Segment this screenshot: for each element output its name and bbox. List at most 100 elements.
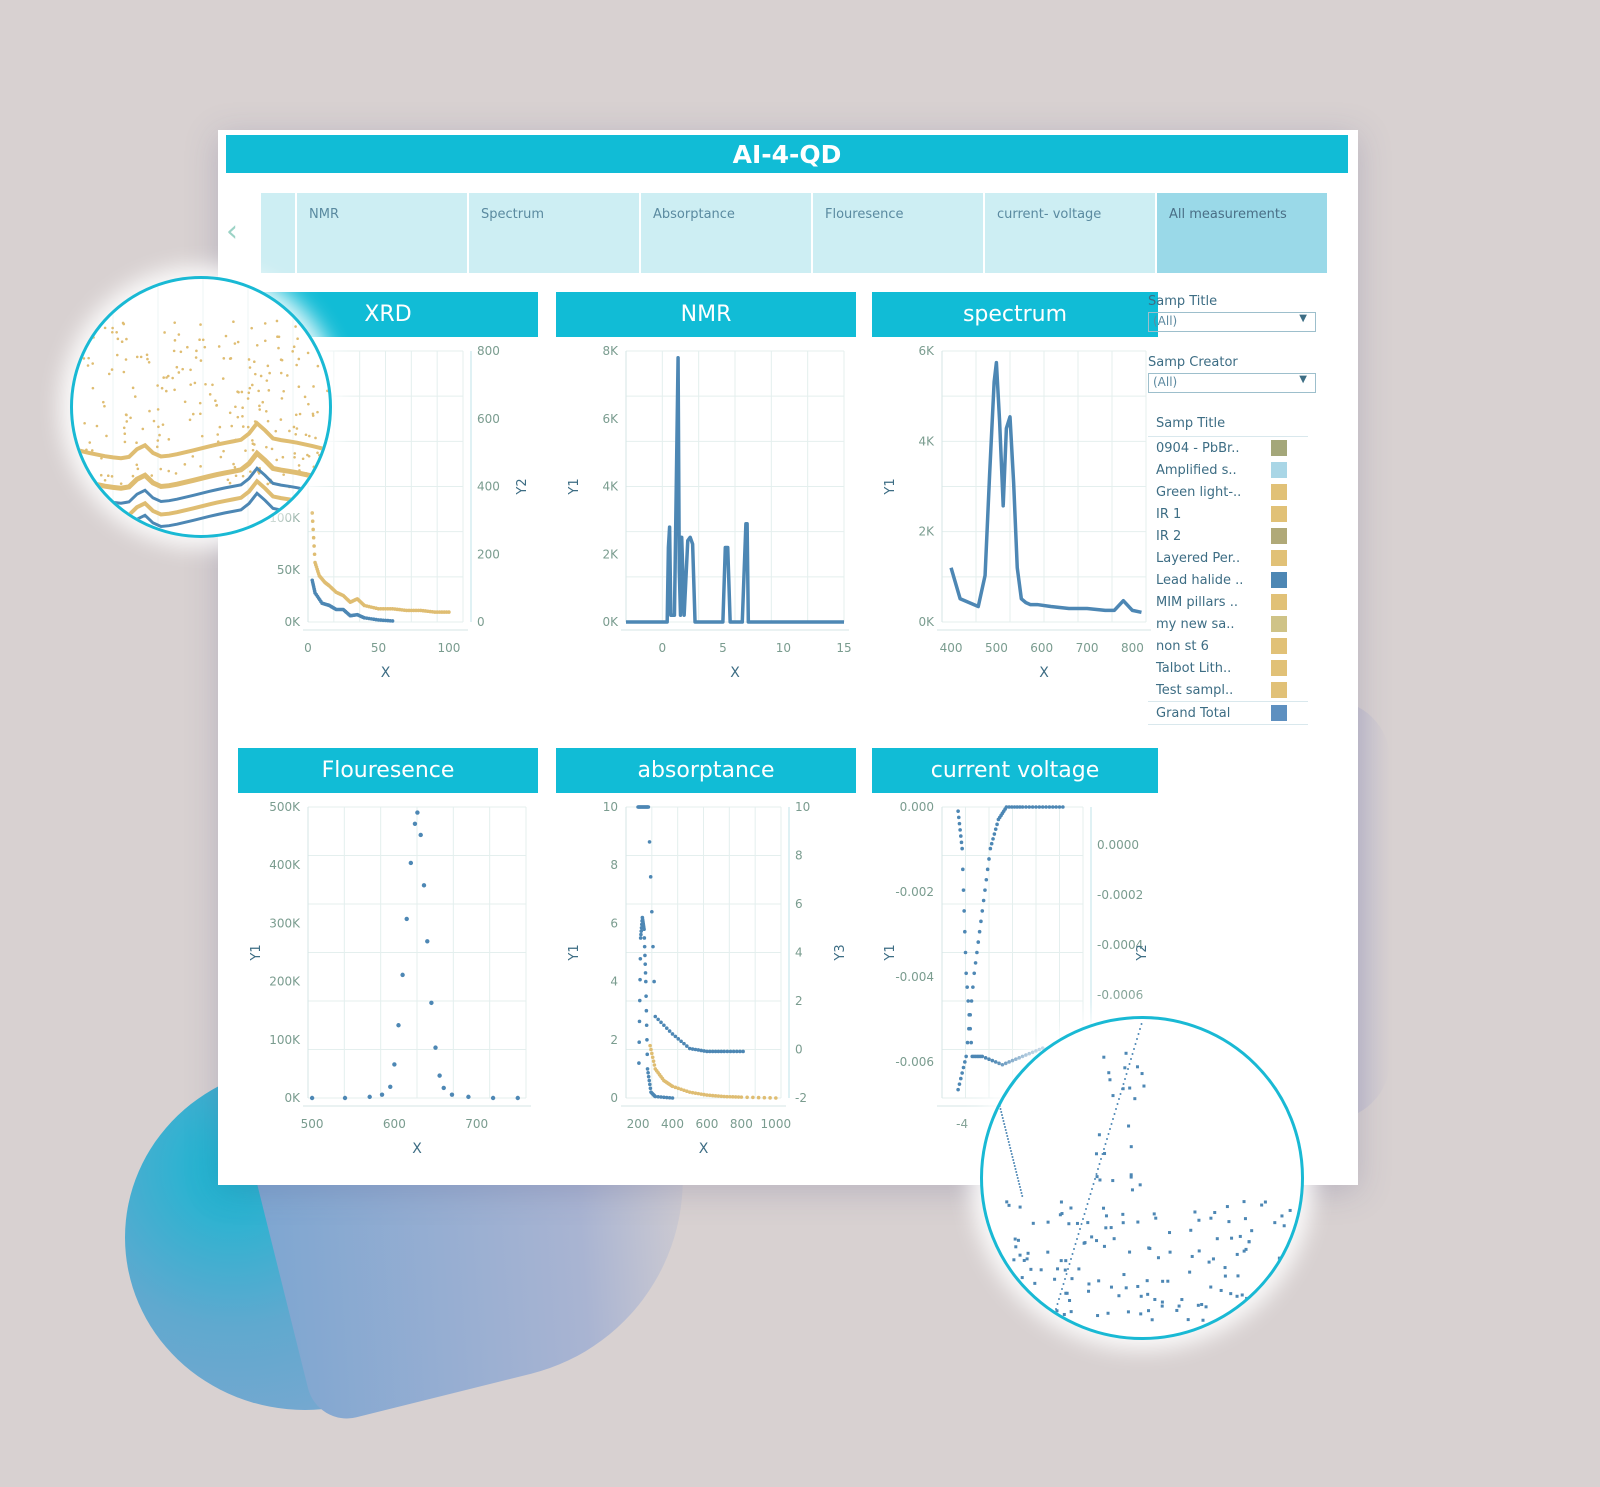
legend-item[interactable]: Green light-.. — [1148, 481, 1308, 503]
data-point — [316, 364, 320, 368]
series-0 — [949, 360, 1142, 615]
data-point — [80, 347, 83, 350]
tab-all-measurements[interactable]: All measurements — [1157, 193, 1327, 273]
data-point — [670, 1084, 675, 1089]
data-point — [257, 389, 260, 393]
y-tick-label: 300K — [269, 916, 301, 930]
data-point — [433, 1045, 438, 1050]
chevron-down-icon[interactable]: ▼ — [1299, 374, 1307, 385]
legend-item-label: Test sampl.. — [1156, 682, 1234, 698]
data-point — [1033, 1281, 1037, 1285]
data-point — [111, 330, 114, 334]
data-point — [705, 1093, 709, 1097]
data-point — [277, 335, 281, 339]
data-point — [367, 1094, 372, 1100]
absorptance-chart[interactable]: 0 2 4 6 8 10 -2 0 2 4 6 8 10 200 400 600 800 1000 X Y1 Y3 — [556, 793, 856, 1168]
data-point — [166, 374, 170, 378]
legend-item[interactable]: Layered Per.. — [1148, 547, 1308, 569]
tab-spectrum[interactable]: Spectrum — [469, 193, 639, 273]
data-point — [643, 971, 648, 975]
data-point — [649, 1047, 653, 1052]
data-point — [173, 388, 176, 392]
data-point — [961, 888, 966, 892]
data-point — [177, 333, 181, 336]
legend-item[interactable]: Lead halide .. — [1148, 569, 1308, 591]
data-point — [421, 883, 427, 888]
y2-tick-label: 6 — [795, 897, 803, 911]
legend-item[interactable]: MIM pillars .. — [1148, 591, 1308, 613]
data-point — [1030, 1050, 1035, 1055]
data-point — [1160, 1300, 1164, 1304]
data-point — [702, 1049, 706, 1053]
legend-item[interactable]: 0904 - PbBr.. — [1148, 437, 1308, 459]
data-point — [644, 979, 648, 984]
chevron-down-icon[interactable]: ▼ — [1299, 313, 1307, 324]
legend-swatch — [1271, 462, 1287, 478]
tab-current-voltage[interactable]: current- voltage — [985, 193, 1155, 273]
data-point — [991, 837, 995, 841]
data-point — [968, 1013, 972, 1017]
data-point — [1236, 1274, 1240, 1278]
legend-item[interactable]: Talbot Lith.. — [1148, 657, 1308, 679]
legend-item[interactable]: Amplified s.. — [1148, 459, 1308, 481]
tab-nmr[interactable]: NMR — [297, 193, 467, 273]
legend-swatch — [1271, 705, 1287, 721]
data-point — [1235, 1252, 1239, 1256]
data-point — [981, 898, 986, 903]
data-point — [1068, 1263, 1071, 1265]
data-point — [183, 400, 187, 404]
tab-absorptance[interactable]: Absorptance — [641, 193, 811, 273]
nmr-chart[interactable]: 0K 2K 4K 6K 8K 0 5 10 15 X Y1 — [556, 337, 856, 692]
flouresence-chart[interactable]: 0K 100K 200K 300K 400K 500K 500 600 700 X Y1 — [238, 793, 538, 1168]
x-tick-label: 5 — [719, 641, 727, 655]
series-0 — [956, 809, 1065, 1067]
data-point — [263, 322, 267, 325]
samp-creator-filter[interactable]: (All) ▼ — [1148, 373, 1316, 393]
y2-tick-label: 2 — [795, 994, 803, 1008]
y2-tick-label: 10 — [795, 800, 810, 814]
data-point — [983, 1056, 988, 1060]
y-axis-title: Y1 — [249, 944, 264, 961]
data-point — [682, 1041, 686, 1046]
data-point — [199, 465, 202, 468]
legend-item[interactable]: IR 1 — [1148, 503, 1308, 525]
data-point — [311, 527, 315, 532]
data-point — [251, 439, 254, 442]
chevron-left-icon[interactable]: ‹ — [226, 214, 238, 249]
data-point — [1087, 1282, 1091, 1286]
legend-swatch — [1271, 682, 1287, 698]
y2-tick-label: 600 — [477, 412, 500, 426]
data-point — [159, 467, 163, 471]
data-point — [310, 519, 315, 524]
xrd-chart[interactable]: 0K 50K 100K 0 200 400 600 800 0 50 100 X Y2 — [238, 337, 538, 692]
legend-item[interactable]: Test sampl.. — [1148, 679, 1308, 701]
data-point — [1079, 1228, 1081, 1230]
y-axis-title: Y1 — [883, 478, 898, 495]
spectrum-chart[interactable]: 0K 2K 4K 6K 400 500 600 700 800 X Y1 — [872, 337, 1158, 692]
samp-title-filter[interactable]: (All) ▼ — [1148, 312, 1316, 332]
data-point — [250, 383, 254, 387]
y-tick-label: 2K — [602, 547, 619, 561]
data-point — [1007, 1141, 1010, 1143]
data-point — [309, 1095, 315, 1101]
data-point — [1026, 1251, 1030, 1255]
data-point — [122, 426, 126, 430]
data-point — [120, 340, 124, 344]
data-point — [643, 962, 648, 966]
data-point — [1139, 1312, 1143, 1316]
tab-flouresence[interactable]: Flouresence — [813, 193, 983, 273]
legend-item[interactable]: my new sa.. — [1148, 613, 1308, 635]
data-point — [214, 399, 217, 403]
data-point — [637, 1040, 642, 1045]
legend-swatch — [1271, 550, 1287, 566]
data-point — [699, 1048, 704, 1053]
data-point — [318, 453, 321, 457]
legend-item-grand-total[interactable]: Grand Total — [1148, 701, 1308, 725]
y-tick-label: 0K — [918, 615, 935, 629]
data-point — [1250, 1302, 1254, 1306]
legend-item[interactable]: IR 2 — [1148, 525, 1308, 547]
data-point — [1053, 1313, 1056, 1315]
legend-item[interactable]: non st 6 — [1148, 635, 1308, 657]
data-point — [1016, 1174, 1018, 1176]
data-point — [1241, 1314, 1245, 1318]
